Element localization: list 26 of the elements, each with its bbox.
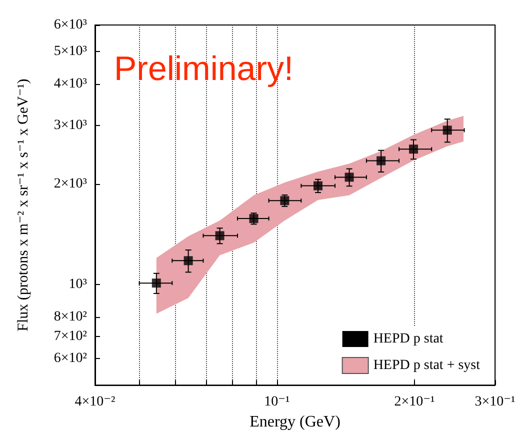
y-tick-label: 10³ [68, 277, 87, 292]
y-tick-label: 2×10³ [54, 176, 87, 192]
x-tick-label: 2×10⁻¹ [394, 394, 435, 410]
x-tick-label: 4×10⁻² [74, 394, 116, 410]
point [376, 156, 386, 166]
point [409, 144, 418, 154]
annotation: Preliminary! [114, 50, 294, 88]
point [184, 256, 193, 266]
y-tick-label: 8×10² [54, 309, 87, 324]
point [442, 126, 452, 135]
x-tick-label: 3×10⁻¹ [474, 394, 516, 410]
y-axis-title: Flux (protons x m⁻² x sr⁻¹ x s⁻¹ x GeV⁻¹) [16, 78, 32, 332]
y-tick-label: 6×10³ [54, 18, 87, 32]
y-tick-label: 3×10³ [54, 118, 87, 133]
legend-label: HEPD p stat [373, 332, 444, 346]
point [344, 172, 354, 182]
point [314, 181, 322, 190]
x-axis-title: Energy (GeV) [250, 414, 340, 430]
point [152, 278, 161, 288]
x-tick-label: 10⁻¹ [264, 394, 290, 410]
y-tick-label: 6×10² [54, 351, 87, 366]
y-tick-label: 4×10³ [54, 76, 87, 92]
legend-label: HEPD p stat + syst [373, 358, 480, 373]
y-tick-label: 7×10² [54, 328, 87, 344]
point [215, 231, 224, 240]
y-tick-label: 5×10³ [54, 44, 87, 59]
